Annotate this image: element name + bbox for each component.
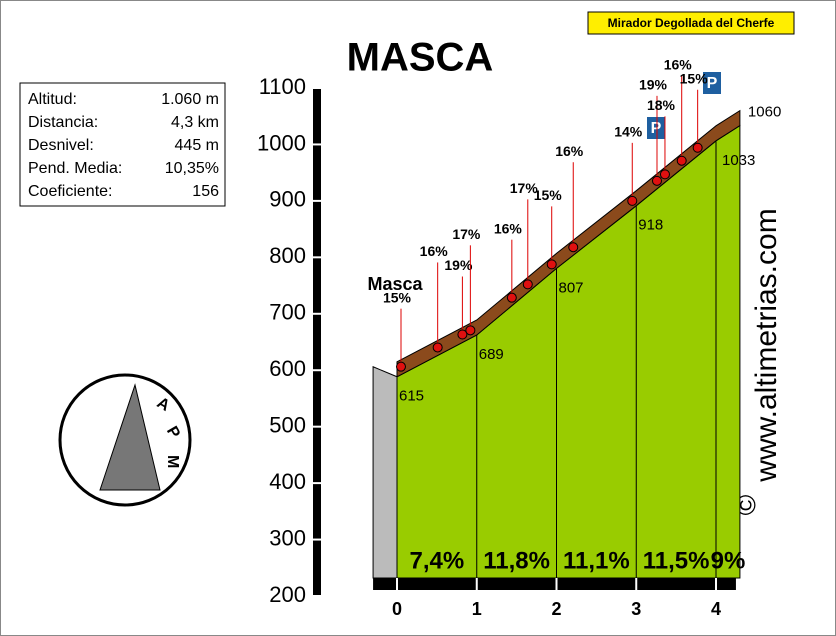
- marker-dot: [522, 279, 533, 290]
- y-tick-label: 1100: [259, 74, 306, 99]
- y-tick-label: 800: [269, 243, 306, 268]
- y-tick-label: 500: [269, 412, 306, 437]
- gradient-label: 11,5%: [643, 547, 710, 574]
- altitude-label: 615: [399, 388, 424, 405]
- y-tick-label: 1000: [257, 130, 306, 155]
- marker-label: 18%: [647, 97, 676, 113]
- marker-dot: [465, 325, 476, 336]
- marker-label: 15%: [680, 70, 709, 86]
- place-label: Masca: [367, 274, 423, 294]
- marker-label: 16%: [555, 143, 584, 159]
- marker-dot: [659, 169, 670, 180]
- website: www.altimetrias.com: [750, 208, 783, 482]
- info-label: Desnivel:: [28, 137, 94, 154]
- x-axis-bar: [373, 578, 736, 590]
- y-tick-label: 600: [269, 356, 306, 381]
- gradient-label: 7,4%: [410, 547, 465, 574]
- marker-label: 19%: [639, 77, 668, 93]
- y-tick-label: 900: [269, 187, 306, 212]
- altitude-label: 807: [559, 279, 584, 296]
- y-tick-label: 700: [269, 300, 306, 325]
- gradient-label: 11,8%: [483, 547, 550, 574]
- marker-dot: [651, 175, 662, 186]
- y-tick-label: 200: [269, 582, 306, 607]
- marker-dot: [627, 195, 638, 206]
- logo-letter: M: [164, 455, 181, 468]
- marker-label: 16%: [664, 56, 693, 72]
- marker-label: 15%: [383, 289, 412, 305]
- y-tick-label: 400: [269, 469, 306, 494]
- parking-sign: [703, 72, 721, 94]
- marker-label: 17%: [510, 180, 539, 196]
- parking-label: P: [707, 75, 718, 92]
- info-value: 4,3 km: [171, 114, 219, 131]
- marker-dot: [546, 259, 557, 270]
- altitude-label: 1060: [748, 104, 781, 121]
- y-axis-bar: [313, 88, 321, 596]
- parking-label: P: [651, 120, 662, 137]
- summit-box: [587, 11, 795, 35]
- altitude-label: 1033: [722, 152, 755, 169]
- marker-dot: [568, 242, 579, 253]
- marker-label: 15%: [534, 187, 563, 203]
- x-tick-label: 0: [392, 599, 402, 619]
- x-tick-label: 2: [551, 599, 561, 619]
- profile-wall: [372, 366, 398, 579]
- marker-label: 19%: [444, 257, 473, 273]
- y-tick-label: 300: [269, 525, 306, 550]
- x-tick-label: 3: [631, 599, 641, 619]
- gradient-label: 9%: [711, 547, 746, 574]
- marker-label: 14%: [614, 124, 643, 140]
- altitude-label: 918: [638, 217, 663, 234]
- info-value: 10,35%: [165, 160, 219, 177]
- marker-label: 17%: [452, 226, 481, 242]
- logo: A P M: [58, 373, 192, 507]
- marker-label: 16%: [494, 220, 523, 236]
- marker-label: 16%: [420, 243, 449, 259]
- altitude-label: 689: [479, 346, 504, 363]
- info-value: 156: [192, 183, 219, 200]
- x-tick-label: 1: [472, 599, 482, 619]
- marker-dot: [692, 142, 703, 153]
- info-box: [19, 82, 226, 207]
- info-label: Coeficiente:: [28, 183, 113, 200]
- marker-dot: [676, 155, 687, 166]
- marker-dot: [432, 342, 443, 353]
- summit-label: Mirador Degollada del Cherfe: [608, 16, 775, 30]
- x-tick-label: 4: [711, 599, 721, 619]
- info-value: 445 m: [175, 137, 219, 154]
- info-label: Pend. Media:: [28, 160, 122, 177]
- marker-dot: [457, 329, 468, 340]
- chart-title: MASCA: [347, 36, 494, 80]
- gradient-label: 11,1%: [563, 547, 630, 574]
- info-label: Distancia:: [28, 114, 98, 131]
- info-value: 1.060 m: [161, 91, 219, 108]
- marker-dot: [506, 292, 517, 303]
- info-label: Altitud:: [28, 91, 77, 108]
- marker-dot: [395, 361, 406, 372]
- logo-mountain: [99, 383, 161, 491]
- parking-sign: [647, 117, 665, 139]
